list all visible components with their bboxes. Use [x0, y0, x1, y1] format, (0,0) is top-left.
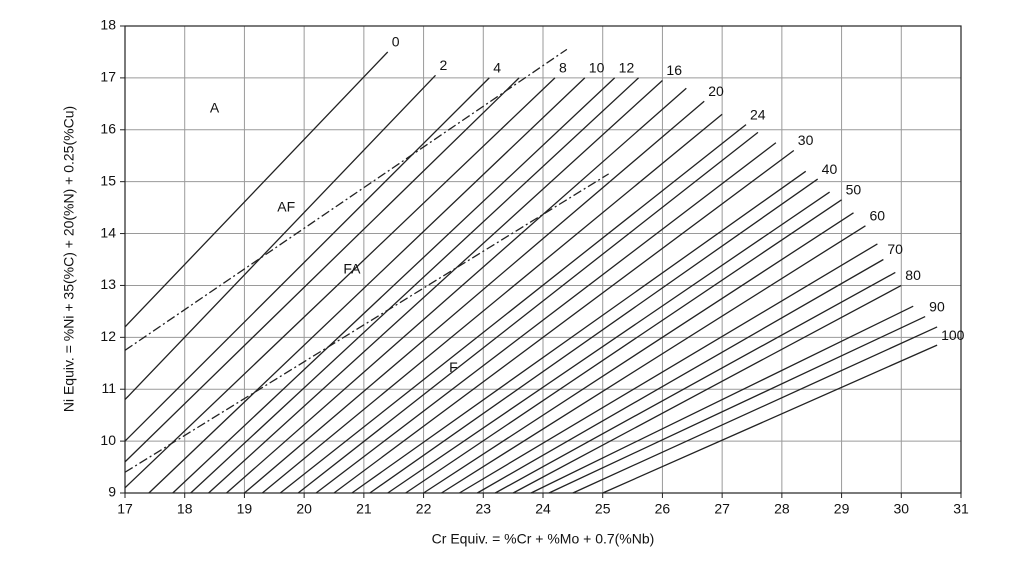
ferrite-line [226, 87, 687, 494]
x-tick-label: 21 [356, 501, 372, 517]
y-tick-label: 12 [100, 328, 116, 344]
line-label: 4 [493, 60, 501, 76]
x-tick-label: 26 [655, 501, 671, 517]
line-label: 70 [887, 241, 903, 257]
line-label: 24 [750, 106, 766, 122]
x-tick-label: 30 [893, 501, 909, 517]
x-tick-label: 27 [714, 501, 730, 517]
ferrite-line [369, 178, 819, 494]
ferrite-line [441, 225, 866, 494]
x-tick-label: 22 [416, 501, 432, 517]
region-label: F [449, 359, 458, 375]
line-label: 8 [559, 60, 567, 76]
ferrite-line [405, 199, 842, 494]
region-label: A [210, 100, 220, 116]
y-tick-label: 13 [100, 276, 116, 292]
y-tick-label: 18 [100, 17, 116, 33]
x-tick-label: 25 [595, 501, 611, 517]
line-label: 12 [619, 60, 635, 76]
ferrite-line [351, 170, 807, 494]
x-tick-label: 17 [117, 501, 133, 517]
y-tick-label: 9 [108, 484, 116, 500]
x-tick-label: 28 [774, 501, 790, 517]
line-label: 80 [905, 267, 921, 283]
ferrite-line [476, 258, 884, 494]
x-tick-label: 19 [237, 501, 253, 517]
ferrite-line [494, 271, 896, 494]
line-label: 0 [392, 34, 400, 50]
ferrite-line [530, 305, 914, 494]
y-tick-label: 10 [100, 432, 116, 448]
ferrite-line [279, 124, 747, 494]
line-label: 50 [846, 182, 862, 198]
line-label: 10 [589, 60, 605, 76]
ferrite-line [148, 77, 586, 494]
line-label: 2 [440, 57, 448, 73]
ferrite-line [423, 212, 854, 494]
ferrite-line [124, 77, 556, 489]
ferrite-line [387, 191, 830, 494]
y-tick-label: 14 [100, 224, 116, 240]
ferrite-line [261, 113, 723, 494]
ferrite-line [208, 80, 663, 494]
y-tick-label: 17 [100, 69, 116, 85]
x-tick-label: 24 [535, 501, 551, 517]
x-tick-label: 20 [296, 501, 312, 517]
ferrite-line [572, 326, 938, 494]
x-axis-label: Cr Equiv. = %Cr + %Mo + 0.7(%Nb) [432, 531, 655, 547]
x-tick-label: 31 [953, 501, 969, 517]
y-tick-label: 15 [100, 172, 116, 188]
ferrite-line [548, 315, 926, 494]
region-label: AF [277, 198, 295, 214]
y-tick-label: 11 [101, 380, 116, 396]
line-label: 60 [869, 207, 885, 223]
line-label: 30 [798, 132, 814, 148]
line-label: 16 [666, 62, 682, 78]
ferrite-line [297, 131, 759, 494]
ferrite-line [124, 74, 436, 401]
ferrite-line [512, 284, 902, 494]
y-tick-label: 16 [100, 120, 116, 136]
ferrite-line [124, 77, 520, 463]
ferrite-line [315, 142, 777, 494]
ferrite-line [124, 51, 389, 328]
region-label: FA [343, 261, 361, 277]
line-label: 20 [708, 83, 724, 99]
line-label: 90 [929, 298, 945, 314]
boundary-line [124, 173, 610, 473]
boundary-line [124, 48, 568, 351]
ferrite-line [190, 77, 639, 494]
ferrite-line [602, 344, 938, 494]
plot-frame [124, 25, 962, 494]
line-label: 100 [941, 327, 965, 343]
y-axis-label: Ni Equiv. = %Ni + 35(%C) + 20(%N) + 0.25… [61, 106, 77, 412]
ferrite-line [459, 243, 878, 494]
x-tick-label: 29 [834, 501, 850, 517]
x-tick-label: 23 [475, 501, 491, 517]
line-label: 40 [822, 161, 838, 177]
ferrite-line [333, 150, 795, 494]
ferrite-line [124, 77, 490, 442]
x-tick-label: 18 [177, 501, 193, 517]
ferrite-line [172, 77, 616, 494]
ferrite-line [244, 100, 705, 494]
